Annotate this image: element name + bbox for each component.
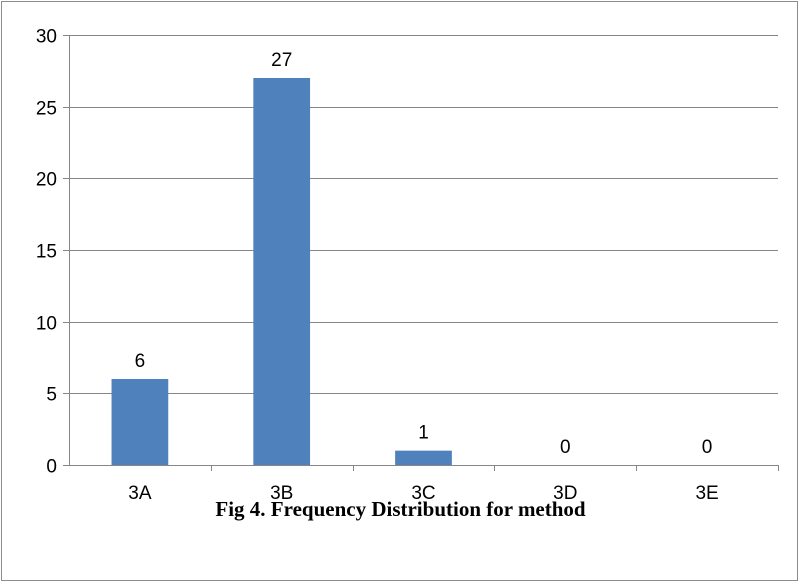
- data-label-3d: 0: [560, 437, 571, 458]
- labels: 0 5 10 15 20 25 30 6 3A 27 3B 1 3C 0 3D 0 3E: [36, 27, 719, 505]
- y-tick-label-30: 30: [36, 27, 57, 48]
- x-tick-label-3d: 3D: [553, 483, 577, 504]
- y-tick-label-25: 25: [36, 99, 57, 120]
- x-tick-label-3a: 3A: [128, 483, 152, 504]
- x-tick-label-3e: 3E: [695, 483, 718, 504]
- figure-caption: Fig 4. Frequency Distribution for method: [215, 497, 586, 521]
- y-tick-label-5: 5: [46, 385, 57, 406]
- bar-3c: [395, 450, 452, 465]
- y-tick-label-20: 20: [36, 170, 57, 191]
- data-label-3e: 0: [702, 437, 713, 458]
- y-tick-label-15: 15: [36, 242, 57, 263]
- bars: [111, 78, 452, 465]
- x-tick-label-3b: 3B: [270, 483, 293, 504]
- data-label-3b: 27: [271, 50, 292, 71]
- x-tick-label-3c: 3C: [411, 483, 435, 504]
- y-tick-label-0: 0: [46, 457, 57, 478]
- data-label-3c: 1: [418, 423, 429, 444]
- axes: [63, 35, 779, 471]
- y-tick-label-10: 10: [36, 314, 57, 335]
- bar-3b: [253, 78, 311, 465]
- bar-3a: [111, 379, 169, 465]
- data-label-3a: 6: [135, 351, 146, 372]
- gridlines: [69, 35, 778, 394]
